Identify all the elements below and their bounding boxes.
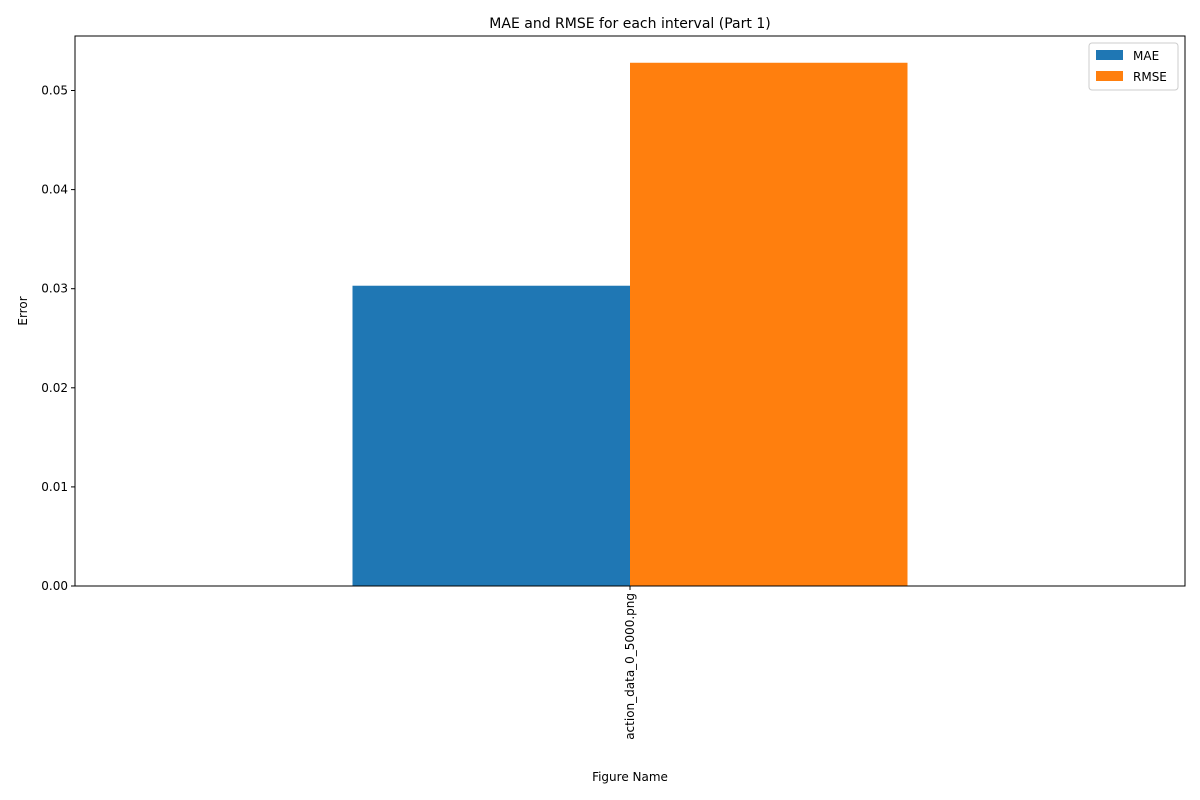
y-tick-label: 0.03 [41,282,68,296]
x-tick-label: action_data_0_5000.png [623,593,637,740]
bar-rmse [630,62,908,586]
legend: MAE RMSE [1088,42,1179,91]
y-tick-label: 0.00 [41,579,68,593]
legend-label-mae: MAE [1133,49,1159,63]
bars-group [352,62,908,586]
y-tick-label: 0.01 [41,480,68,494]
legend-label-rmse: RMSE [1133,70,1167,84]
y-tick-label: 0.02 [41,381,68,395]
chart-title: MAE and RMSE for each interval (Part 1) [489,16,770,32]
y-axis-label: Error [16,296,30,325]
y-axis: 0.00 0.01 0.02 0.03 0.04 0.05 [41,84,75,593]
legend-swatch-mae [1096,50,1123,60]
legend-swatch-rmse [1096,71,1123,81]
x-axis: action_data_0_5000.png [623,586,637,740]
bar-mae [352,285,630,586]
x-axis-label: Figure Name [592,770,668,784]
y-tick-label: 0.05 [41,84,68,98]
y-tick-label: 0.04 [41,183,68,197]
